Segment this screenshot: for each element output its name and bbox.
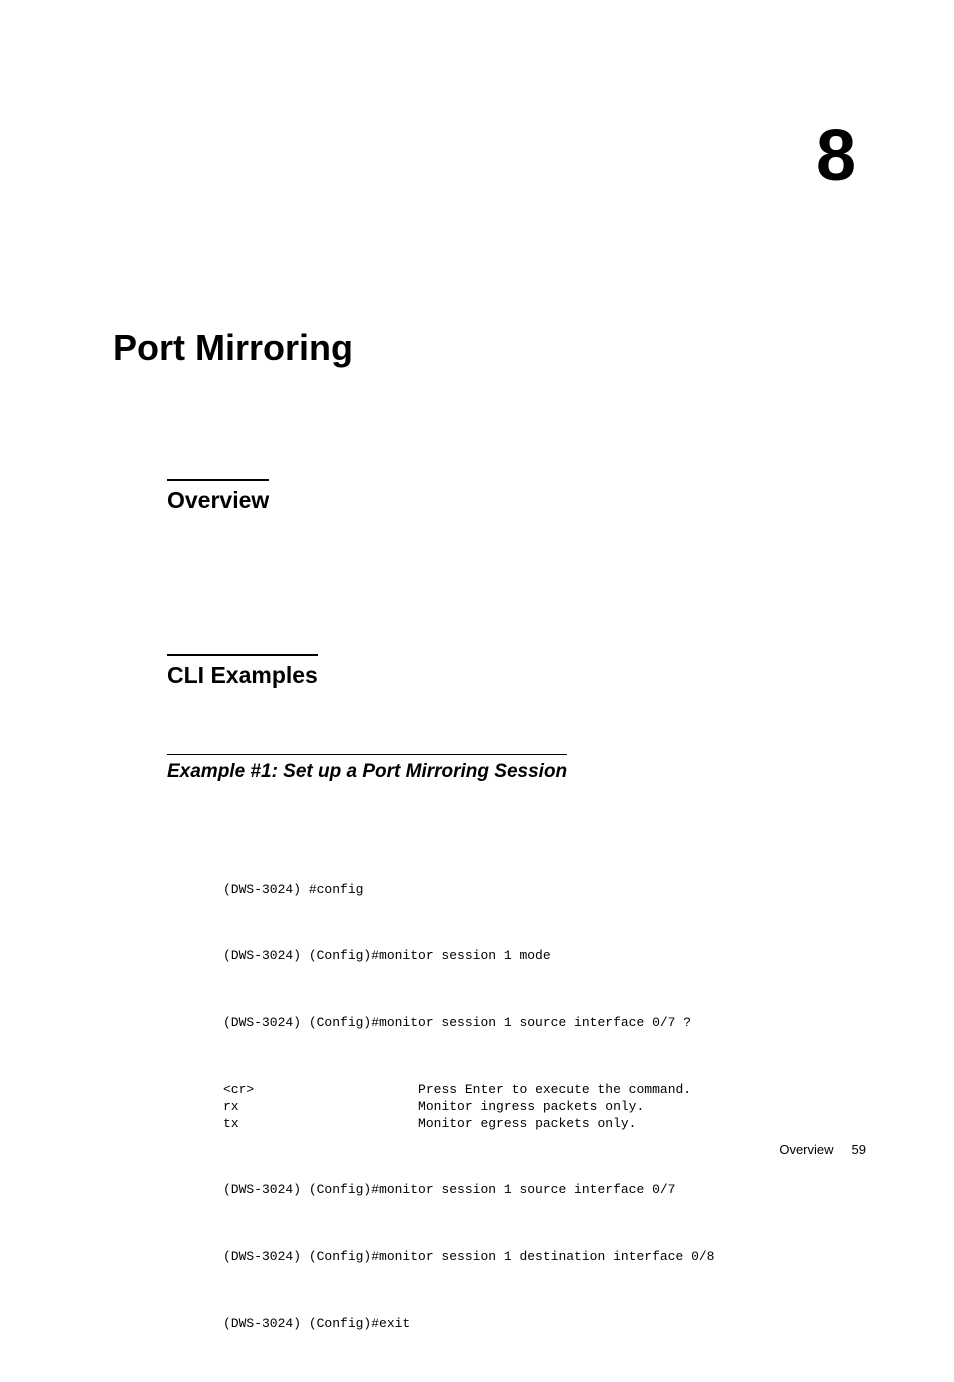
code-block: (DWS-3024) #config (DWS-3024) (Config)#m…: [223, 848, 866, 1382]
option-key: tx: [223, 1116, 239, 1131]
code-line: (DWS-3024) (Config)#exit: [223, 1316, 866, 1333]
code-line: (DWS-3024) (Config)#monitor session 1 so…: [223, 1182, 866, 1199]
overview-heading: Overview: [167, 479, 269, 514]
cli-examples-heading: CLI Examples: [167, 654, 318, 689]
chapter-title: Port Mirroring: [113, 327, 866, 369]
option-key: <cr>: [223, 1082, 254, 1097]
chapter-number: 8: [113, 115, 856, 197]
option-desc: Monitor egress packets only.: [418, 1116, 636, 1131]
footer-page-number: 59: [852, 1142, 866, 1157]
code-options: <cr> Press Enter to execute the command.…: [223, 1082, 866, 1133]
option-desc: Press Enter to execute the command.: [418, 1082, 691, 1097]
code-line: (DWS-3024) #config: [223, 882, 866, 899]
example-1-heading: Example #1: Set up a Port Mirroring Sess…: [167, 754, 567, 783]
option-key: rx: [223, 1099, 239, 1114]
footer-section: Overview: [779, 1142, 833, 1157]
code-line: (DWS-3024) (Config)#monitor session 1 de…: [223, 1249, 866, 1266]
code-line: (DWS-3024) (Config)#monitor session 1 so…: [223, 1015, 866, 1032]
option-desc: Monitor ingress packets only.: [418, 1099, 644, 1114]
document-page: 8 Port Mirroring Overview CLI Examples E…: [0, 0, 954, 1235]
code-line: (DWS-3024) (Config)#monitor session 1 mo…: [223, 948, 866, 965]
page-footer: Overview 59: [779, 1142, 866, 1157]
